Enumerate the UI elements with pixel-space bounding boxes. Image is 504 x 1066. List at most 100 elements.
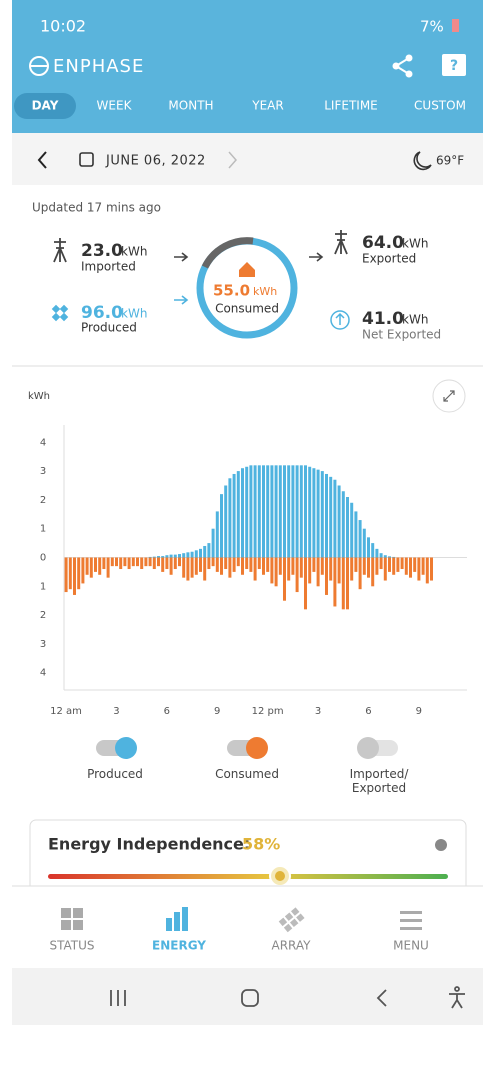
bar <box>220 557 223 575</box>
y-tick-label: 3 <box>40 639 46 650</box>
bar <box>337 485 341 558</box>
info-icon[interactable] <box>435 839 447 851</box>
bar <box>140 557 144 570</box>
bar <box>362 557 366 575</box>
bar <box>425 557 429 584</box>
bar <box>165 557 169 570</box>
produced-label: Produced <box>81 321 137 335</box>
y-tick-label: 1 <box>40 581 46 592</box>
temperature: 69°F <box>436 154 464 168</box>
produced-value: 96.0 <box>81 303 123 323</box>
calendar-icon[interactable] <box>79 152 94 167</box>
imported-value: 23.0 <box>81 241 123 261</box>
tab[interactable]: LIFETIME <box>324 99 378 113</box>
logo <box>29 56 49 76</box>
nav-label[interactable]: STATUS <box>49 939 94 953</box>
bar <box>224 557 228 570</box>
y-tick-label: 4 <box>40 437 46 448</box>
y-tick-label: 3 <box>40 466 46 477</box>
independence-bar <box>48 874 448 879</box>
bar <box>266 557 270 572</box>
tab[interactable]: YEAR <box>251 99 283 113</box>
back-button[interactable] <box>376 989 387 1007</box>
nav-label[interactable]: MENU <box>393 939 429 953</box>
bar <box>165 555 169 558</box>
bar <box>161 557 165 572</box>
recents-button[interactable] <box>110 990 126 1006</box>
net-value: 41.0 <box>362 309 404 329</box>
bar <box>106 557 110 578</box>
tab[interactable]: WEEK <box>97 99 133 113</box>
y-tick-label: 4 <box>40 668 46 679</box>
bar <box>85 557 89 575</box>
tab[interactable]: DAY <box>32 99 59 113</box>
bar <box>299 465 303 558</box>
bar <box>186 557 190 581</box>
date: JUNE 06, 2022 <box>105 154 206 169</box>
bar <box>207 543 211 558</box>
bar <box>329 557 333 581</box>
bar <box>320 471 324 558</box>
help-icon[interactable] <box>442 54 466 76</box>
bar <box>232 557 236 572</box>
nav-label[interactable]: ENERGY <box>152 939 206 953</box>
bar <box>94 557 97 572</box>
prev-day[interactable] <box>37 151 47 169</box>
arrow <box>174 295 189 305</box>
bar <box>358 520 362 558</box>
home-button[interactable] <box>241 989 259 1007</box>
bar <box>346 497 349 558</box>
bar <box>325 557 328 595</box>
bar <box>316 557 320 587</box>
tab[interactable]: MONTH <box>168 99 213 113</box>
bar <box>178 557 181 567</box>
bar <box>325 473 328 558</box>
independence-label: Energy Independence: <box>48 835 250 854</box>
bar <box>304 557 307 610</box>
home-icon <box>239 262 255 277</box>
toggle-knob[interactable] <box>115 737 137 759</box>
bar <box>157 556 160 558</box>
bar <box>287 557 291 581</box>
bar <box>388 557 391 572</box>
bar <box>375 548 379 558</box>
clock: 10:02 <box>40 17 86 36</box>
bar <box>350 557 354 581</box>
nav-label[interactable]: ARRAY <box>271 939 311 953</box>
y-tick-label: 1 <box>40 524 46 535</box>
bar <box>190 551 194 558</box>
share-icon[interactable] <box>392 54 413 78</box>
bar <box>203 557 207 581</box>
tab[interactable]: CUSTOM <box>414 99 466 113</box>
bar <box>241 468 244 558</box>
energy-icon <box>166 907 188 931</box>
exported-label: Exported <box>362 252 416 266</box>
bar <box>278 465 282 558</box>
status-icon <box>61 908 83 930</box>
bar <box>169 554 173 558</box>
bar <box>190 557 194 578</box>
bar <box>194 557 198 575</box>
bar <box>136 557 139 567</box>
bar <box>266 465 270 558</box>
toggle-knob[interactable] <box>357 737 379 759</box>
bar <box>379 557 383 570</box>
toggle-knob[interactable] <box>246 737 268 759</box>
bar <box>249 465 253 558</box>
accessibility-button[interactable] <box>449 986 465 1009</box>
bar <box>220 494 223 558</box>
bar <box>270 465 274 558</box>
unit: kWh <box>402 237 428 251</box>
bar <box>291 465 295 558</box>
y-tick-label: 2 <box>40 610 46 621</box>
bar <box>119 557 123 570</box>
legend-label: Imported/ Exported <box>349 767 409 795</box>
bar <box>304 465 307 558</box>
bar <box>383 555 387 558</box>
arrow <box>309 252 324 262</box>
bar <box>354 557 358 572</box>
bar <box>182 557 186 578</box>
bar <box>367 537 370 558</box>
exported-value: 64.0 <box>362 233 404 253</box>
